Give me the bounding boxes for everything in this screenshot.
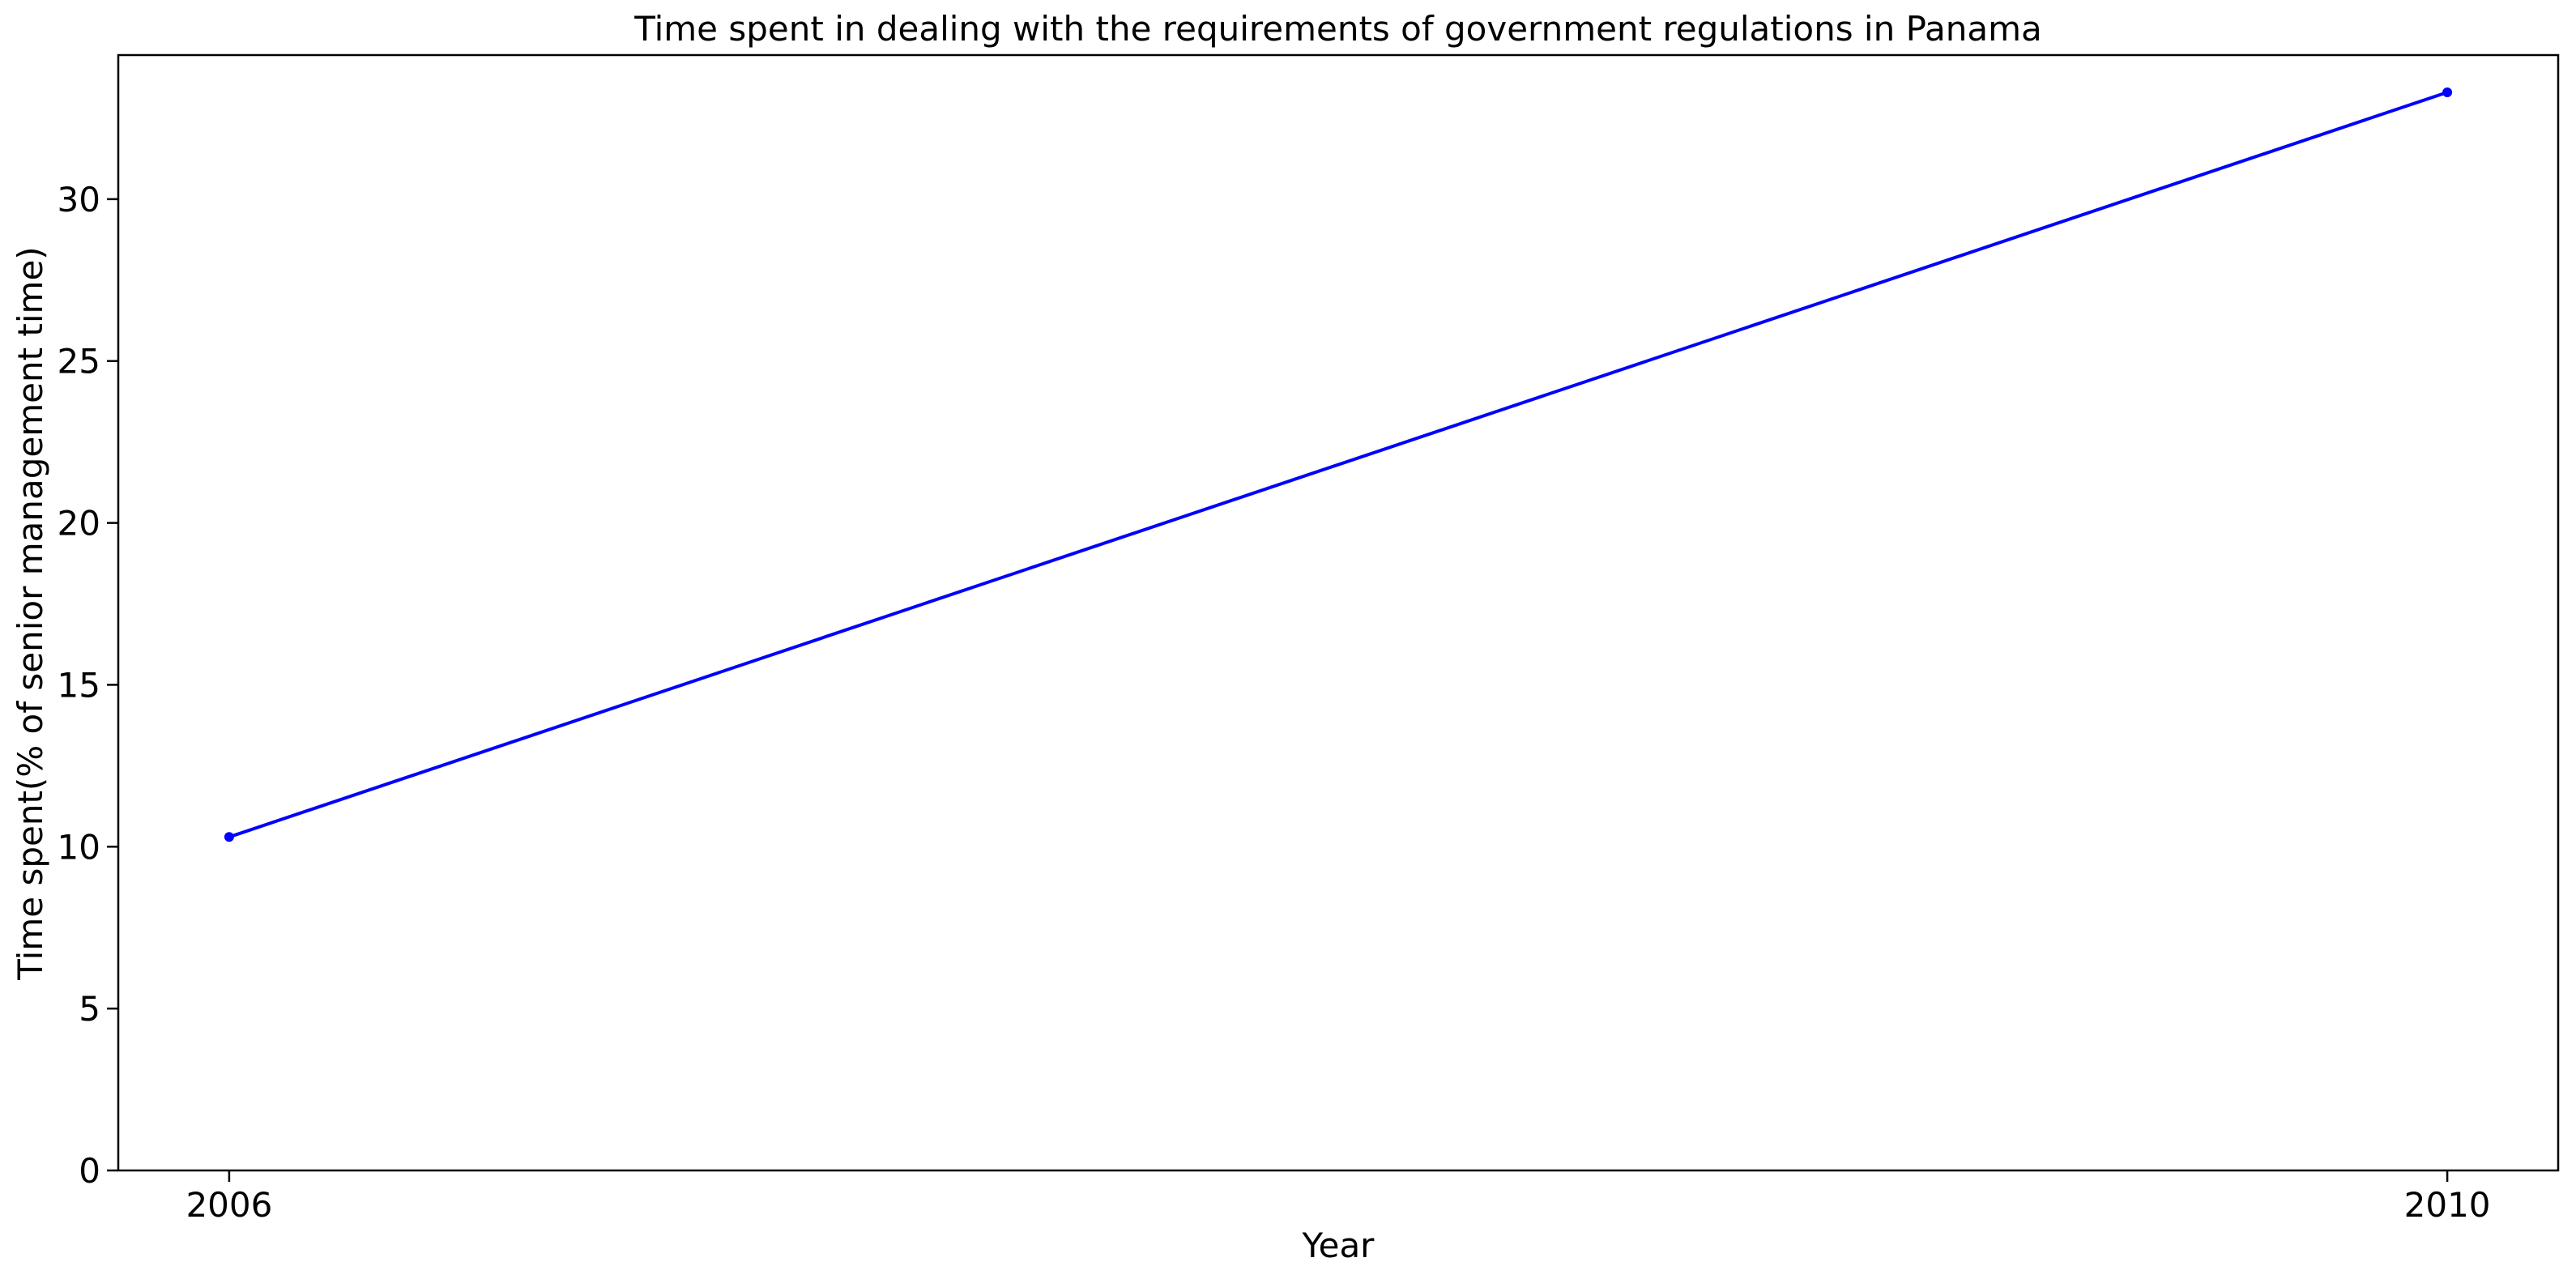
x-tick-label: 2006 xyxy=(186,1185,272,1225)
data-point xyxy=(224,832,234,842)
x-axis: 2006 2010 xyxy=(186,1170,2491,1225)
y-tick-label: 20 xyxy=(58,504,100,544)
y-axis-label: Time spent(% of senior management time) xyxy=(11,246,50,980)
x-axis-label: Year xyxy=(1302,1226,1375,1265)
x-tick-label: 2010 xyxy=(2404,1185,2491,1225)
y-tick-label: 5 xyxy=(79,989,100,1029)
series-line xyxy=(228,91,2448,839)
y-tick-label: 10 xyxy=(58,827,100,867)
plot-area: 0 5 10 15 20 25 30 2006 2010 xyxy=(58,53,2560,1225)
plot-frame xyxy=(117,53,2560,1172)
series-group xyxy=(224,87,2453,842)
y-tick-label: 25 xyxy=(58,342,100,382)
data-point xyxy=(2442,87,2453,97)
y-axis: 0 5 10 15 20 25 30 xyxy=(58,180,118,1191)
y-tick-label: 30 xyxy=(58,180,100,220)
y-tick-label: 0 xyxy=(79,1151,100,1191)
chart-title: Time spent in dealing with the requireme… xyxy=(633,9,2042,49)
y-tick-label: 15 xyxy=(58,665,100,705)
